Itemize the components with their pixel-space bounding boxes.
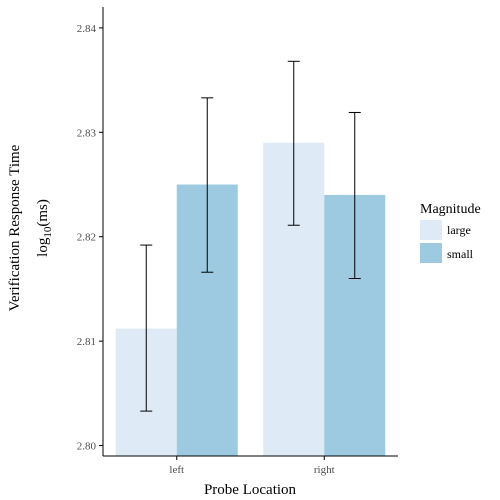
y-axis-title-line1: Verification Response Time bbox=[7, 144, 23, 311]
legend: Magnitude large small bbox=[420, 202, 481, 263]
y-tick-label: 2.81 bbox=[77, 336, 96, 348]
bars-layer bbox=[115, 142, 386, 456]
x-axis-ticks: left right bbox=[169, 456, 335, 476]
legend-key-large bbox=[420, 220, 442, 240]
error-bars-layer bbox=[140, 60, 361, 412]
y-axis-title-log: log bbox=[35, 237, 51, 257]
y-axis-title-sub: 10 bbox=[42, 226, 54, 238]
legend-title: Magnitude bbox=[420, 202, 481, 217]
y-tick-label: 2.84 bbox=[77, 23, 97, 35]
legend-key-small bbox=[420, 243, 442, 263]
x-tick-label-right: right bbox=[314, 464, 335, 476]
legend-label-small: small bbox=[447, 247, 474, 261]
y-tick-label: 2.83 bbox=[77, 127, 97, 139]
x-axis-title: Probe Location bbox=[204, 482, 297, 498]
y-tick-label: 2.82 bbox=[77, 232, 96, 244]
y-axis-ticks: 2.80 2.81 2.82 2.83 2.84 bbox=[77, 23, 103, 453]
legend-label-large: large bbox=[447, 223, 471, 237]
y-tick-label: 2.80 bbox=[77, 441, 97, 453]
y-axis-subtitle: log10(ms) bbox=[35, 199, 54, 257]
x-tick-label-left: left bbox=[169, 464, 184, 476]
y-axis-title-units: (ms) bbox=[35, 199, 51, 227]
y-axis-title-line2: log10(ms) bbox=[35, 199, 54, 257]
y-axis-title: Verification Response Time bbox=[7, 144, 23, 311]
